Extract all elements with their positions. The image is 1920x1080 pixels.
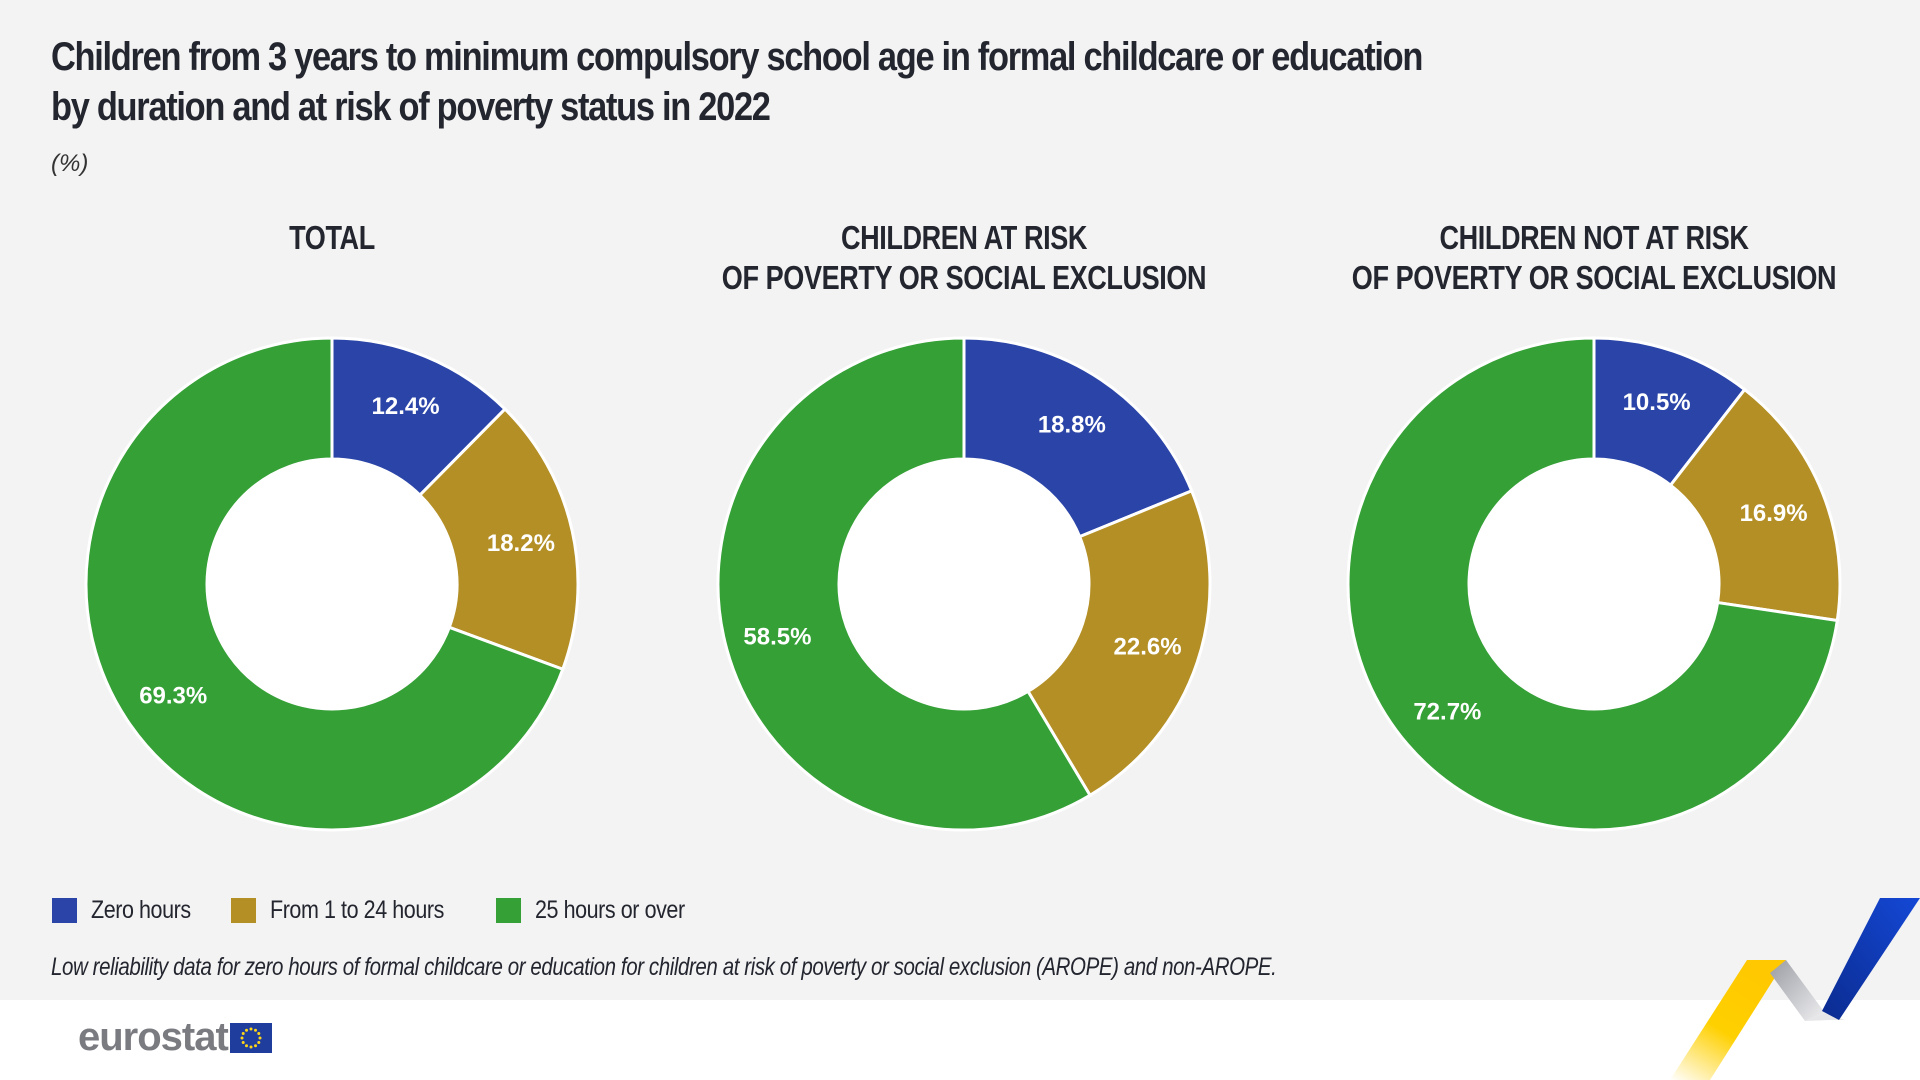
donut-hole [208, 460, 456, 708]
legend-swatch [230, 898, 256, 923]
legend-label: From 1 to 24 hours [269, 896, 444, 924]
donut-title-at-risk: CHILDREN AT RISK OF POVERTY OR SOCIAL EX… [718, 218, 1210, 298]
unit-label: (%) [51, 150, 89, 177]
chart-title: Children from 3 years to minimum compuls… [51, 32, 1513, 132]
eu-flag-icon [229, 1022, 272, 1053]
donut-hole [1470, 460, 1718, 708]
legend-label: 25 hours or over [535, 896, 685, 924]
donut-slice-25-hours-over [716, 336, 1093, 832]
donut-title-total: TOTAL [86, 218, 578, 258]
legend: Zero hours From 1 to 24 hours 25 hours o… [52, 896, 733, 925]
decorative-ribbon-icon [1670, 898, 1920, 1080]
donut-title-line: OF POVERTY OR SOCIAL EXCLUSION [1351, 259, 1837, 296]
data-label-zero-hours: 12.4% [372, 393, 440, 420]
donut-slice-1-24-hours [1668, 387, 1842, 623]
donut-title-line: OF POVERTY OR SOCIAL EXCLUSION [721, 259, 1207, 296]
donut-slice-zero-hours [962, 336, 1194, 539]
legend-item-25-hours-over: 25 hours or over [496, 896, 709, 925]
title-line-2: by duration and at risk of poverty statu… [51, 85, 771, 129]
data-label-25-hours-over: 58.5% [743, 623, 811, 650]
donut-slice-25-hours-over [84, 336, 565, 832]
data-label-1-24-hours: 16.9% [1740, 500, 1808, 527]
legend-item-1-24-hours: From 1 to 24 hours [230, 896, 472, 925]
footnote: Low reliability data for zero hours of f… [51, 953, 1277, 981]
data-label-25-hours-over: 69.3% [139, 683, 207, 710]
donut-hole [840, 460, 1088, 708]
donut-title-line: CHILDREN NOT AT RISK [1439, 219, 1749, 256]
data-label-1-24-hours: 18.2% [487, 530, 555, 557]
donut-title-not-at-risk: CHILDREN NOT AT RISK OF POVERTY OR SOCIA… [1348, 218, 1840, 298]
donut-slice-1-24-hours [1025, 488, 1212, 798]
data-label-1-24-hours: 22.6% [1114, 633, 1182, 660]
donut-title-line: CHILDREN AT RISK [841, 219, 1087, 256]
legend-item-zero-hours: Zero hours [52, 896, 207, 925]
legend-label: Zero hours [91, 896, 191, 924]
title-line-1: Children from 3 years to minimum compuls… [51, 35, 1423, 79]
legend-swatch [52, 898, 77, 923]
data-label-25-hours-over: 72.7% [1413, 698, 1481, 725]
donut-slice-1-24-hours [417, 406, 580, 672]
legend-swatch [496, 898, 522, 923]
logo-text: eurostat [78, 1015, 229, 1059]
eurostat-logo: eurostat [78, 1015, 272, 1060]
data-label-zero-hours: 10.5% [1623, 389, 1691, 416]
data-label-zero-hours: 18.8% [1038, 411, 1106, 438]
donut-slice-25-hours-over [1346, 336, 1839, 832]
donut-title-line: TOTAL [289, 219, 375, 256]
